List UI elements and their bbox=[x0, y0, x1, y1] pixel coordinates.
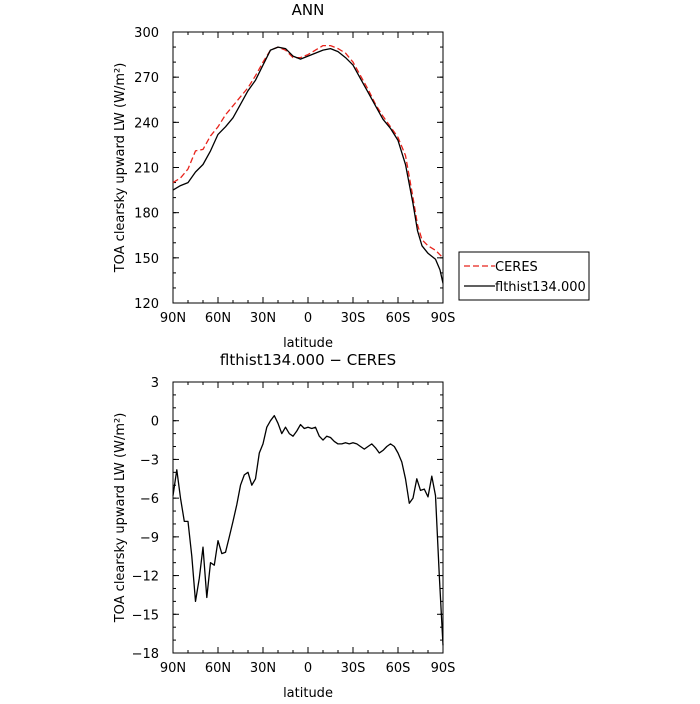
legend-box bbox=[458, 251, 590, 301]
y-tick-label: −15 bbox=[132, 608, 159, 623]
plot-frame bbox=[172, 31, 444, 304]
legend-label: CERES bbox=[495, 260, 538, 275]
y-tick-label: −6 bbox=[140, 492, 159, 507]
series-line-1 bbox=[172, 46, 444, 284]
x-tick-label: 90N bbox=[160, 311, 186, 326]
x-tick-label: 30N bbox=[250, 661, 276, 676]
x-tick-label: 90S bbox=[431, 311, 456, 326]
top-panel-chart: ANN 90N 60N 30N 0 30S 60S 90S 120 150 180 210 240 270… bbox=[113, 1, 590, 351]
y-tick-label: 300 bbox=[134, 26, 159, 41]
y-tick-label: −12 bbox=[132, 570, 159, 585]
y-tick-label: −9 bbox=[140, 531, 159, 546]
chart-title: ANN bbox=[292, 1, 325, 19]
y-tick-label: 270 bbox=[134, 71, 159, 86]
y-tick-label: 180 bbox=[134, 207, 159, 222]
bottom-panel-chart: flthist134.000 − CERES 90N 60N 30N 0 30S 60S 90… bbox=[113, 351, 456, 701]
x-tick-label: 60N bbox=[205, 661, 231, 676]
y-tick-label: 150 bbox=[134, 252, 159, 267]
legend-label: flthist134.000 bbox=[495, 280, 586, 295]
x-tick-label: 0 bbox=[304, 311, 312, 326]
x-tick-label: 60S bbox=[386, 311, 411, 326]
y-tick-label: 0 bbox=[151, 415, 159, 430]
y-axis-label: TOA clearsky upward LW (W/m²) bbox=[113, 413, 128, 624]
plot-frame bbox=[172, 381, 444, 654]
x-tick-label: 60N bbox=[205, 311, 231, 326]
x-tick-label: 30N bbox=[250, 311, 276, 326]
y-tick-label: −18 bbox=[132, 647, 159, 662]
x-tick-label: 90N bbox=[160, 661, 186, 676]
chart-title: flthist134.000 − CERES bbox=[220, 351, 396, 369]
x-axis-label: latitude bbox=[283, 336, 333, 351]
y-tick-label: 3 bbox=[151, 376, 159, 391]
x-tick-label: 60S bbox=[386, 661, 411, 676]
series-line-0 bbox=[172, 414, 444, 646]
y-tick-label: −3 bbox=[140, 453, 159, 468]
y-tick-label: 240 bbox=[134, 116, 159, 131]
x-tick-label: 30S bbox=[341, 311, 366, 326]
x-tick-label: 90S bbox=[431, 661, 456, 676]
y-tick-label: 120 bbox=[134, 297, 159, 312]
series-line-0 bbox=[172, 44, 444, 259]
x-tick-label: 30S bbox=[341, 661, 366, 676]
y-axis-label: TOA clearsky upward LW (W/m²) bbox=[113, 63, 128, 274]
y-tick-label: 210 bbox=[134, 162, 159, 177]
x-tick-label: 0 bbox=[304, 661, 312, 676]
legend: CERES flthist134.000 bbox=[458, 251, 590, 301]
x-axis-label: latitude bbox=[283, 686, 333, 700]
